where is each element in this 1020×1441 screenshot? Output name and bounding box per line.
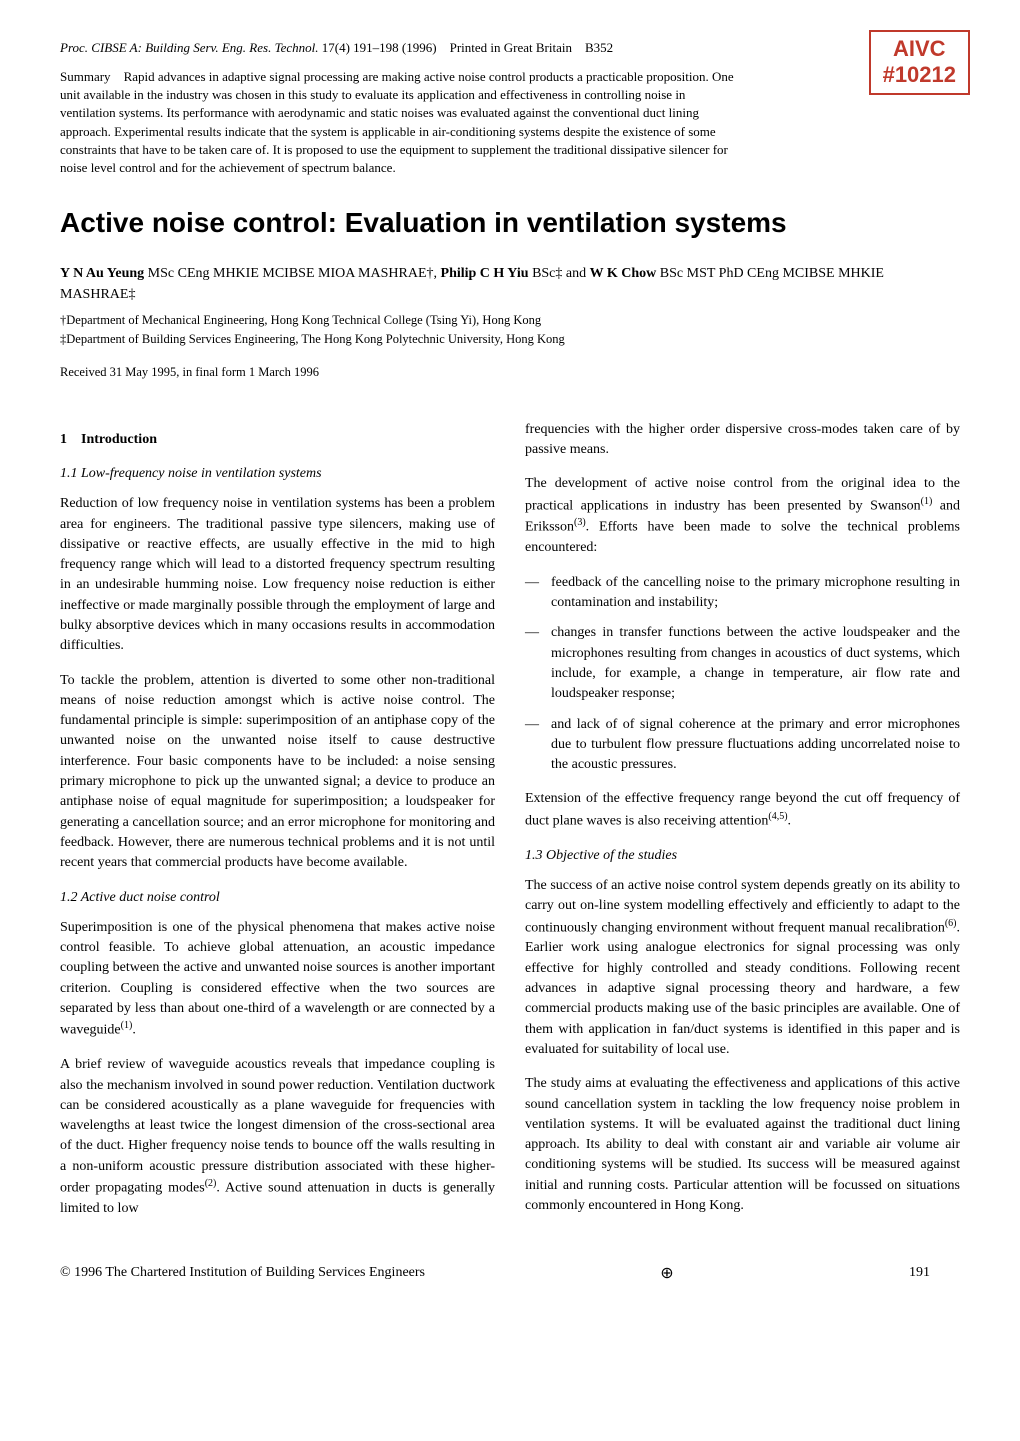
list-item-2: changes in transfer functions between th…: [525, 623, 960, 704]
paragraph-right-2b: .: [788, 813, 792, 828]
citation-volume: 17(4) 191–198 (1996): [322, 40, 437, 55]
author-1: Y N Au Yeung: [60, 266, 144, 281]
paragraph-1-1-a: Reduction of low frequency noise in vent…: [60, 494, 495, 656]
ref-3: (3): [574, 517, 586, 528]
paragraph-right-1c: . Efforts have been made to solve the te…: [525, 520, 960, 555]
ref-2: (2): [205, 1178, 217, 1189]
author-2: Philip C H Yiu: [441, 266, 529, 281]
subsection-1-3-heading: 1.3 Objective of the studies: [525, 846, 960, 866]
paragraph-right-1: The development of active noise control …: [525, 474, 960, 559]
section-1-heading: 1 Introduction: [60, 430, 495, 450]
subsection-1-2-heading: 1.2 Active duct noise control: [60, 888, 495, 908]
paragraph-1-2-b: A brief review of waveguide acoustics re…: [60, 1055, 495, 1219]
ref-1: (1): [121, 1020, 133, 1031]
aivc-line-1: AIVC: [883, 36, 956, 62]
summary-text: Rapid advances in adaptive signal proces…: [60, 69, 734, 175]
author-2-credentials: BSc‡ and: [529, 266, 590, 281]
subsection-1-1-heading: 1.1 Low-frequency noise in ventilation s…: [60, 464, 495, 484]
problem-list: feedback of the cancelling noise to the …: [525, 573, 960, 776]
footer-symbol: ⊕: [660, 1263, 673, 1283]
paragraph-1-2-b-text: A brief review of waveguide acoustics re…: [60, 1057, 495, 1195]
citation-printed: Printed in Great Britain: [450, 40, 572, 55]
paragraph-1-3-a-tail: . Earlier work using analogue electronic…: [525, 920, 960, 1057]
affiliation-1: †Department of Mechanical Engineering, H…: [60, 311, 960, 330]
list-item-1: feedback of the cancelling noise to the …: [525, 573, 960, 614]
affiliation-2: ‡Department of Building Services Enginee…: [60, 330, 960, 349]
paragraph-right-2: Extension of the effective frequency ran…: [525, 789, 960, 831]
paragraph-right-0: frequencies with the higher order disper…: [525, 420, 960, 461]
paragraph-1-1-b: To tackle the problem, attention is dive…: [60, 671, 495, 874]
page-footer: © 1996 The Chartered Institution of Buil…: [60, 1263, 960, 1283]
right-column: frequencies with the higher order disper…: [525, 420, 960, 1234]
paragraph-1-3-a: The success of an active noise control s…: [525, 876, 960, 1060]
left-column: 1 Introduction 1.1 Low-frequency noise i…: [60, 420, 495, 1234]
footer-page-number: 191: [909, 1265, 960, 1281]
ref-1b: (1): [921, 496, 933, 507]
aivc-line-2: #10212: [883, 62, 956, 88]
citation-code: B352: [585, 40, 613, 55]
section-title: Introduction: [81, 432, 157, 447]
paragraph-right-1a: The development of active noise control …: [525, 476, 960, 513]
summary-block: Summary Rapid advances in adaptive signa…: [60, 68, 740, 177]
affiliations: †Department of Mechanical Engineering, H…: [60, 311, 960, 349]
section-number: 1: [60, 432, 67, 447]
paper-title: Active noise control: Evaluation in vent…: [60, 207, 960, 239]
received-date: Received 31 May 1995, in final form 1 Ma…: [60, 365, 960, 380]
paragraph-1-2-a: Superimposition is one of the physical p…: [60, 918, 495, 1041]
author-1-credentials: MSc CEng MHKIE MCIBSE MIOA MASHRAE†,: [144, 266, 440, 281]
paragraph-1-3-b: The study aims at evaluating the effecti…: [525, 1074, 960, 1216]
summary-label: Summary: [60, 69, 111, 84]
footer-copyright: © 1996 The Chartered Institution of Buil…: [60, 1265, 425, 1281]
paragraph-right-2a: Extension of the effective frequency ran…: [525, 791, 960, 828]
authors-line: Y N Au Yeung MSc CEng MHKIE MCIBSE MIOA …: [60, 263, 960, 305]
paragraph-1-3-a-text: The success of an active noise control s…: [525, 878, 960, 935]
aivc-stamp: AIVC #10212: [869, 30, 970, 95]
ref-6: (6): [945, 918, 957, 929]
citation-line: Proc. CIBSE A: Building Serv. Eng. Res. …: [60, 40, 960, 56]
citation-journal: Proc. CIBSE A: Building Serv. Eng. Res. …: [60, 40, 319, 55]
author-3: W K Chow: [590, 266, 657, 281]
list-item-3: and lack of of signal coherence at the p…: [525, 715, 960, 776]
ref-45: (4,5): [768, 811, 787, 822]
paragraph-1-2-a-tail: .: [132, 1023, 136, 1038]
